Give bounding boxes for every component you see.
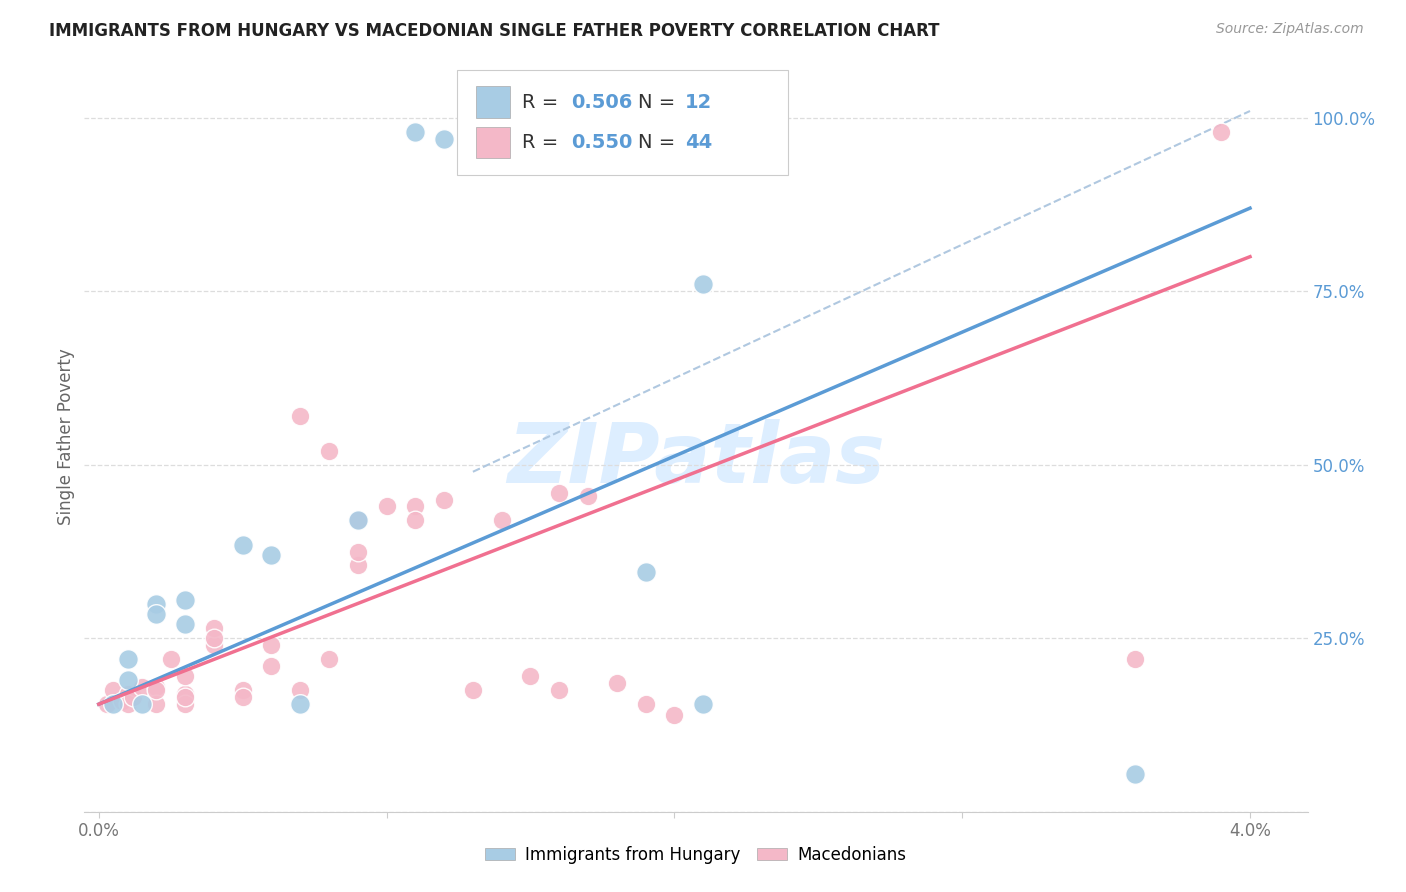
Point [346, 544, 368, 558]
Point [111, 694, 134, 708]
Point [260, 659, 283, 673]
Point [404, 500, 426, 514]
Point [96, 697, 118, 711]
Text: 44: 44 [685, 133, 713, 153]
Point [122, 690, 145, 705]
Point [433, 492, 456, 507]
Point [318, 652, 340, 666]
Point [117, 687, 139, 701]
Point [634, 697, 657, 711]
Point [375, 500, 398, 514]
Point [290, 697, 312, 711]
FancyBboxPatch shape [475, 87, 510, 118]
Point [145, 607, 167, 621]
Point [101, 683, 124, 698]
Text: 12: 12 [685, 93, 713, 112]
Point [664, 707, 686, 722]
Text: Source: ZipAtlas.com: Source: ZipAtlas.com [1216, 22, 1364, 37]
Point [634, 566, 657, 580]
Point [260, 638, 283, 652]
Point [117, 673, 139, 687]
Point [145, 697, 167, 711]
Text: 0.506: 0.506 [571, 93, 633, 112]
Point [346, 558, 368, 573]
Point [131, 680, 153, 694]
Point [346, 513, 368, 527]
Point [461, 683, 484, 698]
Point [145, 683, 167, 698]
Text: 0.550: 0.550 [571, 133, 633, 153]
Point [202, 638, 225, 652]
Text: N =: N = [638, 93, 682, 112]
Point [491, 513, 513, 527]
Point [131, 697, 153, 711]
Point [548, 683, 571, 698]
Text: N =: N = [638, 133, 682, 153]
Point [519, 669, 541, 683]
Point [174, 593, 197, 607]
Point [576, 489, 599, 503]
Point [606, 676, 628, 690]
Point [318, 444, 340, 458]
Point [174, 669, 197, 683]
Point [346, 513, 368, 527]
FancyBboxPatch shape [457, 70, 787, 175]
Legend: Immigrants from Hungary, Macedonians: Immigrants from Hungary, Macedonians [479, 839, 912, 871]
Point [548, 125, 571, 139]
Point [101, 697, 124, 711]
Point [692, 697, 714, 711]
Text: ZIPatlas: ZIPatlas [508, 419, 884, 500]
Point [404, 513, 426, 527]
Text: IMMIGRANTS FROM HUNGARY VS MACEDONIAN SINGLE FATHER POVERTY CORRELATION CHART: IMMIGRANTS FROM HUNGARY VS MACEDONIAN SI… [49, 22, 939, 40]
Point [433, 132, 456, 146]
Point [174, 617, 197, 632]
Point [174, 687, 197, 701]
FancyBboxPatch shape [475, 127, 510, 159]
Point [232, 538, 254, 552]
Point [202, 621, 225, 635]
Y-axis label: Single Father Poverty: Single Father Poverty [56, 349, 75, 525]
Point [1123, 766, 1146, 780]
Point [290, 683, 312, 698]
Text: R =: R = [522, 93, 565, 112]
Point [548, 485, 571, 500]
Point [202, 632, 225, 646]
Text: R =: R = [522, 133, 565, 153]
Point [290, 409, 312, 424]
Point [1211, 125, 1233, 139]
Point [692, 277, 714, 292]
Point [159, 652, 181, 666]
Point [117, 652, 139, 666]
Point [1123, 652, 1146, 666]
Point [174, 690, 197, 705]
Point [145, 597, 167, 611]
Point [404, 125, 426, 139]
Point [260, 548, 283, 562]
Point [174, 697, 197, 711]
Point [232, 683, 254, 698]
Point [145, 680, 167, 694]
Point [117, 697, 139, 711]
Point [232, 690, 254, 705]
